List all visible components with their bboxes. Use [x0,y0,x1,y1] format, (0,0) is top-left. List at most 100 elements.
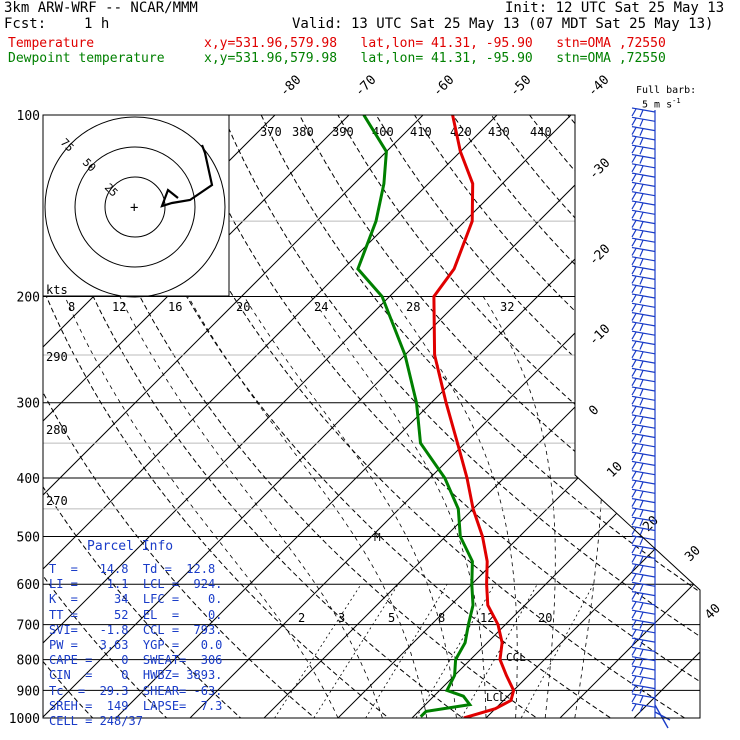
wind-barb [631,135,656,146]
dry-adiabat [43,115,331,718]
pressure-tick-label: 500 [17,530,40,545]
dry-adiabat [299,115,700,718]
theta-e-label: 410 [410,125,432,139]
mixing-ratio-line [357,584,448,718]
wind-barb [631,386,656,397]
wind-barb [631,470,656,480]
wind-barb [631,200,656,211]
mixing-ratio-line [305,584,399,718]
wind-barb [631,609,656,620]
moist-adiabat [390,296,518,718]
theta-e-label: 380 [292,125,314,139]
theta-e-label: 370 [260,125,282,139]
temperature-legend: Temperature [8,36,95,51]
wind-barb [631,628,656,639]
wind-barb [631,274,656,285]
wind-barb [631,237,656,248]
wind-barb [631,172,656,183]
wind-barb [631,293,656,304]
wind-barb [631,516,656,527]
pressure-tick-label: 700 [17,619,40,634]
parcel-info-row: TT = 52 EL = 0. [49,607,223,622]
sounding-profiles [356,115,516,718]
wind-barb [631,525,656,536]
mixing-ratio-lines [266,584,594,718]
mixing-ratio-label-top: 12 [112,300,126,314]
wind-barb [631,367,656,378]
init-time: Init: 12 UTC Sat 25 May 13 [505,0,725,16]
model-title: 3km ARW-WRF -- NCAR/MMM [4,0,198,16]
dry-adiabat [644,115,700,718]
annotation-label: M [374,531,381,544]
mixing-ratio-label-top: 28 [406,300,420,314]
wind-barb [631,581,656,592]
dry-adiabat [222,115,700,718]
annotation-label: CCL [506,651,526,664]
isotherm-label-right: 30 [682,543,704,565]
mixing-ratio-label-low: 12 [480,611,494,625]
moist-adiabat [187,296,428,718]
dry-adiabat [43,115,256,718]
isotherm-label-right: -10 [586,322,613,349]
moist-adiabat [64,296,339,718]
parcel-info-row: CAPE = 0 SWEAT= 306 [49,653,223,668]
wind-barb [631,479,656,490]
mixing-ratio-label-top: 16 [168,300,182,314]
parcel-info-row: T = 14.8 Td = 12.8 [49,562,216,576]
mixing-ratio-label-low: 5 [388,611,395,625]
plot-frame [42,114,701,719]
dry-adiabat [414,115,700,718]
wind-barb [631,544,656,555]
isotherm-label-right: -20 [586,242,613,269]
isotherm-line [398,115,700,718]
mixing-ratio-line [408,584,495,718]
dry-adiabat [69,115,556,718]
wind-barb [631,637,656,648]
pressure-tick-label: 1000 [9,712,40,727]
wind-barb [631,191,656,201]
isotherm-label-top: -70 [352,73,379,100]
wind-barb [631,321,656,332]
theta-label: 280 [46,423,68,437]
barb-legend: Full barb: 5 m s-1 [636,86,696,110]
dry-adiabat [43,115,406,718]
theta-e-label: 420 [450,125,472,139]
wind-barb [631,414,656,425]
isotherm-label-right: 40 [702,601,724,623]
parcel-info-row: Tc = 29.3 SHEAR= -63. [49,683,223,698]
wind-barb [631,116,656,127]
pressure-tick-label: 800 [17,654,40,669]
dry-adiabat [43,115,481,718]
parcel-info-row: LI = 1.1 LCL = 924. [49,577,223,592]
isotherm-line [176,115,700,718]
wind-barb [631,674,656,685]
isotherm-line [43,115,585,718]
wind-barb [631,377,656,387]
dry-adiabat [452,115,700,718]
isotherm-line [43,115,659,718]
dry-adiabat [337,115,700,718]
mixing-ratio-label-top: 20 [236,300,250,314]
barb-legend-value: 5 m s [642,99,673,111]
wind-barb [631,144,656,155]
pressure-tick-label: 200 [17,291,40,306]
isotherm-line [546,115,700,718]
parcel-info-row: K = 34 LFC = 0. [49,592,223,607]
hodograph-storm-marker: + [130,200,138,216]
wind-barb [631,451,656,462]
dry-adiabat [43,115,181,718]
isotherm-label-right: 0 [586,403,602,419]
valid-time: Valid: 13 UTC Sat 25 May 13 (07 MDT Sat … [292,16,714,32]
hodograph-ring [74,146,196,268]
dry-adiabat [0,115,30,731]
parcel-info-panel: Parcel Info T = 14.8 Td = 12.8 LI = 1.1 L… [43,537,230,728]
forecast-hour: 1 h [84,16,110,32]
wind-barb [631,488,656,499]
hodograph-ring [44,116,226,298]
pressure-tick-label: 900 [17,684,40,699]
wind-barb [631,126,656,136]
mixing-ratio-line [266,584,362,718]
theta-e-label: 440 [530,125,552,139]
wind-barb [631,618,656,629]
